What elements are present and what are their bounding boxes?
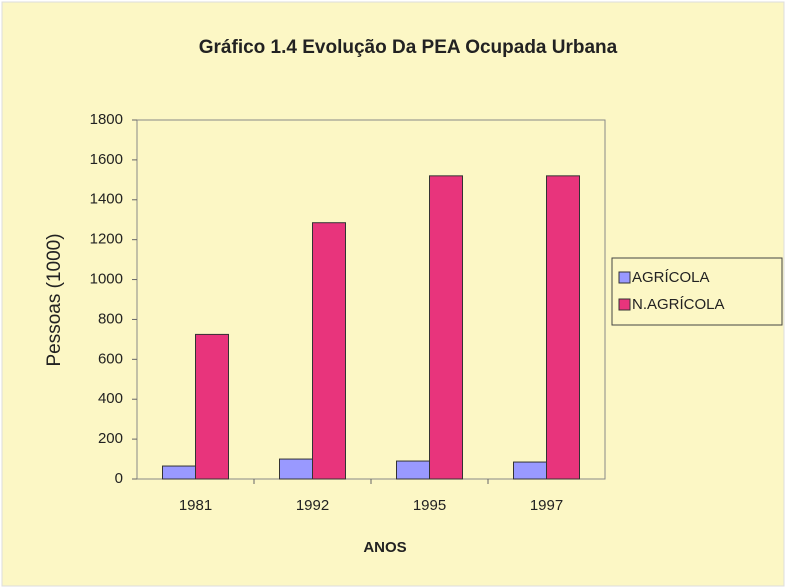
bar [279,458,313,480]
y-tick-label: 1800 [90,111,123,128]
bar [195,333,229,480]
x-tick-label: 1995 [413,497,446,514]
y-tick-label: 0 [115,470,123,487]
x-axis-label: ANOS [363,539,406,556]
x-tick-label: 1997 [530,497,563,514]
bar [429,175,463,480]
chart-title: Gráfico 1.4 Evolução Da PEA Ocupada Urba… [199,37,618,58]
legend-swatch [618,298,631,311]
bar [513,461,547,480]
y-tick-label: 600 [98,350,123,367]
legend-label: AGRÍCOLA [632,269,710,286]
y-tick-label: 1400 [90,191,123,208]
legend-swatch [618,271,631,284]
bar [162,465,196,480]
y-tick-label: 400 [98,390,123,407]
legend [611,257,783,326]
x-tick-label: 1992 [296,497,329,514]
x-tick-label: 1981 [179,497,212,514]
bar [312,222,346,480]
legend-label: N.AGRÍCOLA [632,296,725,313]
bar [546,175,580,480]
y-tick-label: 1000 [90,271,123,288]
y-axis-label: Pessoas (1000) [44,233,65,366]
y-tick-label: 1600 [90,151,123,168]
y-tick-label: 800 [98,310,123,327]
y-tick-label: 200 [98,430,123,447]
y-tick-label: 1200 [90,231,123,248]
bar [396,460,430,480]
